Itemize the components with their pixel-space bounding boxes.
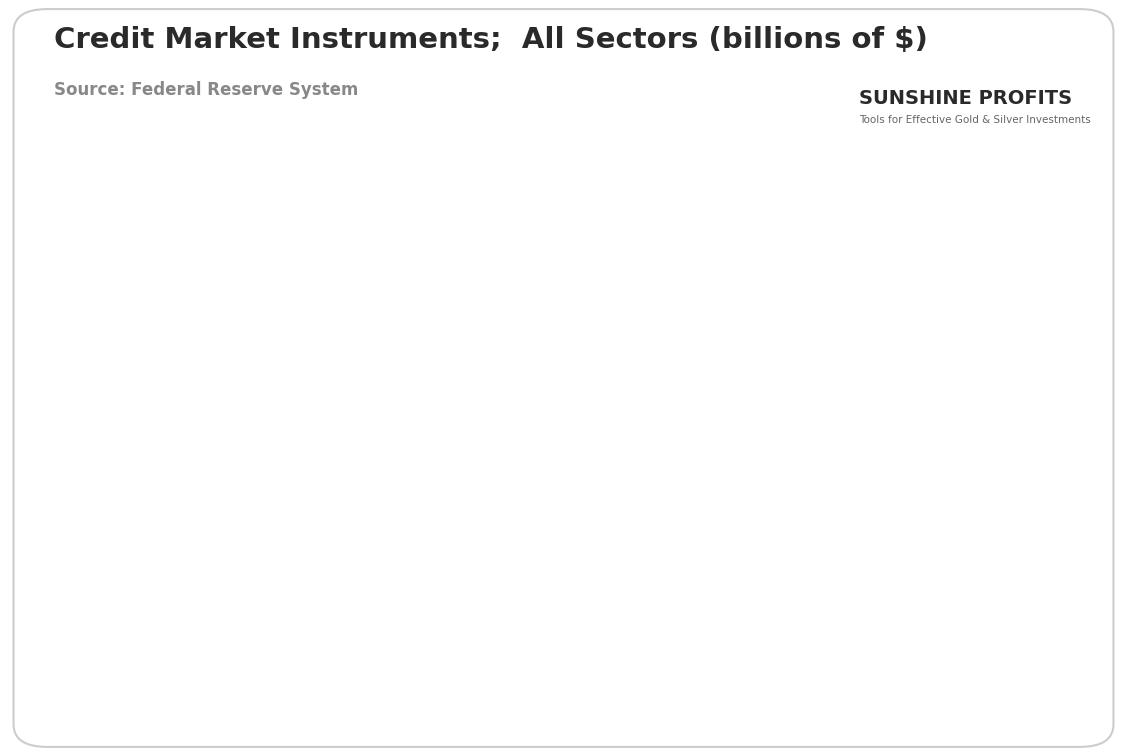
Text: Tools for Effective Gold & Silver Investments: Tools for Effective Gold & Silver Invest… <box>859 115 1091 125</box>
Text: SUNSHINE PROFITS: SUNSHINE PROFITS <box>859 89 1072 108</box>
Text: Source: Federal Reserve System: Source: Federal Reserve System <box>54 81 358 99</box>
Polygon shape <box>837 48 992 132</box>
Polygon shape <box>890 23 1045 107</box>
Polygon shape <box>811 60 965 145</box>
Text: Credit Market Instruments;  All Sectors (billions of $): Credit Market Instruments; All Sectors (… <box>54 26 928 54</box>
Polygon shape <box>864 35 1018 119</box>
